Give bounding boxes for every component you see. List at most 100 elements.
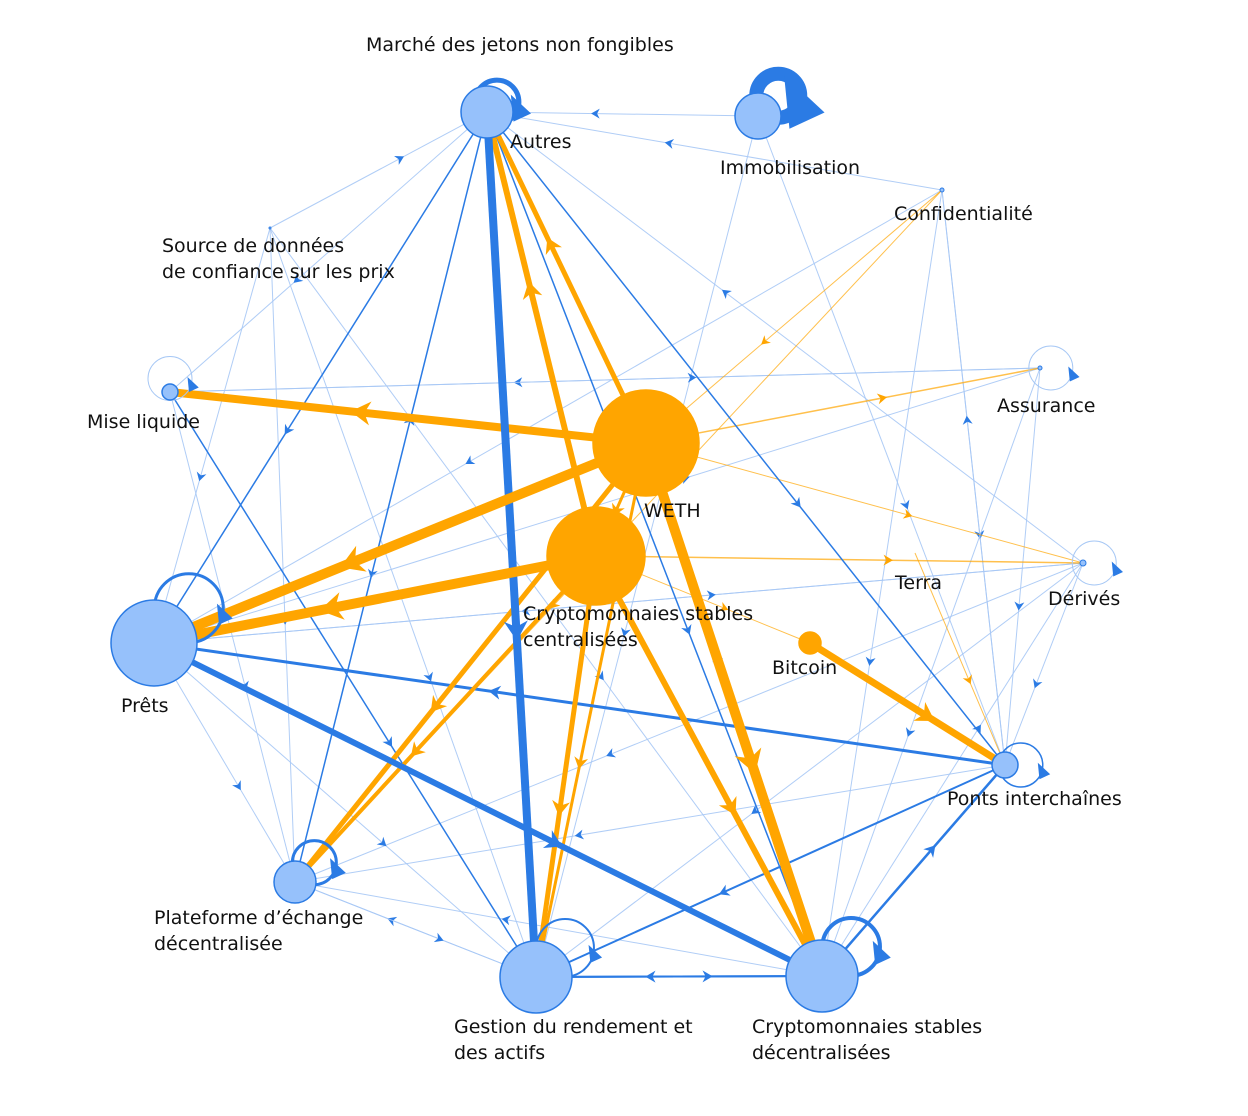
- edge-immo-gestion: [535, 115, 759, 978]
- edge-conf-csd: [821, 189, 943, 977]
- edge-immo-ponts: [757, 115, 1006, 766]
- edge-csd-gestion: [535, 975, 823, 978]
- edge-arrow-weth-mise: [350, 401, 372, 426]
- edge-arrow-ponts-plateforme: [574, 829, 585, 840]
- edge-arrow-csc-derives: [883, 554, 893, 566]
- edge-autres-gestion: [483, 111, 540, 978]
- self-loop-arrow-prets: [216, 603, 233, 625]
- edge-source-gestion: [269, 227, 537, 978]
- node-gestion[interactable]: [499, 940, 573, 1014]
- edge-arrow-source-gestion: [423, 671, 433, 682]
- edge-ponts-conf: [941, 189, 1006, 766]
- edge-arrow-csc-autres: [522, 281, 543, 301]
- node-mise[interactable]: [161, 383, 179, 401]
- edge-prets-gestion: [153, 642, 537, 978]
- edge-arrow-prets-csd: [542, 830, 563, 849]
- edge-plateforme-autres: [294, 111, 488, 883]
- edge-arrow-weth-autres: [545, 237, 562, 256]
- node-plateforme[interactable]: [273, 860, 317, 904]
- edge-weth-derives: [645, 442, 1084, 564]
- edge-bitcoin-ponts: [808, 640, 1007, 768]
- node-weth[interactable]: [592, 389, 700, 497]
- edge-arrow-prets-plateforme: [232, 780, 241, 791]
- edge-source-prets: [153, 227, 271, 644]
- edge-prets-plateforme: [153, 642, 296, 883]
- edge-arrow-derives-plateforme: [606, 748, 617, 758]
- edge-arrow-prets-gestion: [376, 836, 387, 847]
- edge-source-csd: [269, 227, 823, 977]
- edge-arrow-plateforme-gestion: [433, 932, 444, 943]
- edge-arrow-csd-ponts: [923, 845, 936, 858]
- edge-arrow-immo-autres: [591, 108, 600, 119]
- node-label-mise: Mise liquide: [87, 411, 200, 433]
- edge-arrow-immo-ponts: [899, 499, 910, 510]
- edge-arrow-derives-ponts: [1033, 678, 1043, 689]
- edge-arrow-csd-plateforme: [501, 915, 511, 926]
- edge-csc-derives: [595, 555, 1084, 564]
- self-loop-arrow-immo: [784, 74, 825, 129]
- edge-arrow-conf-csd: [865, 656, 876, 666]
- edge-arrow-csc-plateforme: [410, 741, 426, 757]
- edge-weth-assur: [645, 367, 1041, 444]
- edge-arrow-autres-prets: [284, 423, 295, 435]
- self-loop-arrow-derives: [1111, 561, 1123, 577]
- edge-weth-autres: [484, 110, 649, 445]
- edge-arrow-autres-gestion: [503, 620, 528, 641]
- node-source[interactable]: [268, 226, 272, 230]
- edge-weth-prets: [152, 438, 648, 648]
- edge-arrow-immo-gestion: [621, 627, 631, 637]
- node-csc[interactable]: [546, 506, 646, 606]
- self-loop-derives: [1071, 540, 1117, 586]
- node-immo[interactable]: [734, 92, 782, 140]
- node-derives[interactable]: [1079, 559, 1087, 567]
- node-bitcoin[interactable]: [798, 631, 822, 655]
- self-loop-arrow-mise: [187, 377, 199, 392]
- node-prets[interactable]: [110, 599, 198, 687]
- edge-csd-ponts: [821, 764, 1006, 977]
- node-label-ponts: Ponts interchaînes: [947, 788, 1122, 810]
- edge-arrow-autres-csd: [681, 624, 692, 635]
- node-nft[interactable]: [460, 85, 514, 139]
- edge-arrow-csc-gestion: [552, 799, 570, 817]
- edge-conf-autres: [486, 111, 943, 191]
- edge-derives-gestion: [535, 562, 1084, 978]
- edge-immo-autres: [486, 111, 759, 117]
- node-ponts[interactable]: [991, 751, 1019, 779]
- edge-terra-ponts: [914, 552, 1006, 766]
- node-label-gestion: Gestion du rendement et des actifs: [454, 1016, 693, 1064]
- edge-mise-assur: [169, 367, 1041, 393]
- edge-csc-plateforme: [293, 554, 598, 884]
- edge-csd-plateforme: [294, 881, 823, 977]
- edge-ponts-prets: [153, 641, 1006, 767]
- labels-layer: Marché des jetons non fongibles Autres Imm…: [87, 34, 1122, 1064]
- edge-prets-csd: [152, 640, 824, 979]
- node-label-terra: Terra: [894, 572, 942, 594]
- self-loop-assur: [1028, 345, 1074, 391]
- edge-arrow-conf-weth: [761, 335, 771, 345]
- node-csd[interactable]: [785, 939, 859, 1013]
- edge-arrow-source-csd: [594, 670, 604, 681]
- node-label-source: Source de données de confiance sur les pr…: [162, 235, 395, 283]
- edge-arrow-autres-mise: [293, 273, 304, 283]
- node-label-assur: Assurance: [997, 395, 1095, 417]
- node-label-immo: Immobilisation: [720, 157, 860, 179]
- edge-csd-derives: [821, 562, 1084, 977]
- node-conf[interactable]: [939, 187, 945, 193]
- edge-autres-prets: [153, 111, 488, 644]
- edge-arrow-source-autres: [394, 156, 404, 165]
- edge-derives-autres: [486, 111, 1084, 564]
- node-assur[interactable]: [1037, 365, 1043, 371]
- self-loop-arrow-autres: [510, 94, 532, 122]
- edge-arrow-ponts-prets: [488, 685, 502, 700]
- node-label-prets: Prêts: [121, 695, 169, 717]
- edge-arrow-weth-assur: [876, 393, 888, 405]
- edge-mise-plateforme: [169, 391, 296, 883]
- edge-arrow-mise-assur: [687, 372, 697, 383]
- edge-arrow-autres-ponts: [790, 496, 801, 508]
- edge-source-plateforme: [269, 227, 296, 883]
- edge-arrow-derives-autres: [721, 289, 732, 299]
- node-label-csd: Cryptomonnaies stables décentralisées: [752, 1016, 982, 1064]
- node-label-autres: Autres: [510, 131, 571, 153]
- self-loop-arrow-csd: [872, 940, 891, 965]
